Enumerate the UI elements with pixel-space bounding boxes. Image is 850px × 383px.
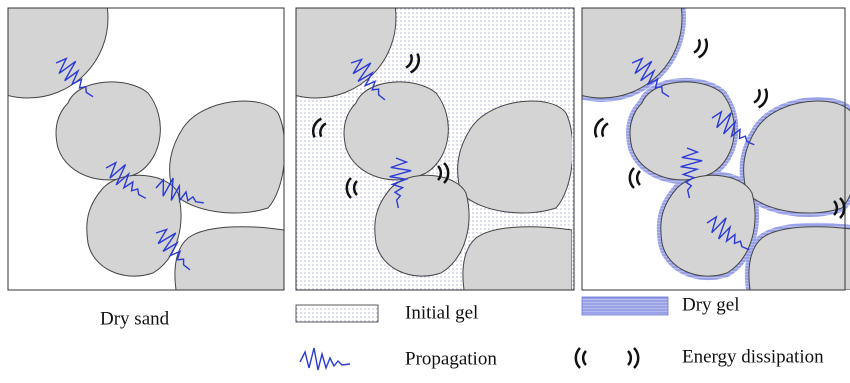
diagram: Dry sand Initial gel Dry gel Propagation… — [0, 0, 850, 383]
legend-icon — [576, 348, 638, 368]
panel-label: Dry sand — [100, 308, 170, 329]
panel-initial-gel — [236, 0, 574, 290]
legend-icon — [300, 348, 350, 370]
panel-dry-sand — [0, 0, 285, 290]
legend-label: Energy dissipation — [682, 346, 824, 367]
legend-label: Dry gel — [682, 294, 740, 315]
legend-swatch — [296, 305, 378, 322]
legend-label: Propagation — [405, 348, 497, 369]
legend-swatch — [582, 297, 668, 315]
legend-label: Initial gel — [405, 302, 478, 323]
